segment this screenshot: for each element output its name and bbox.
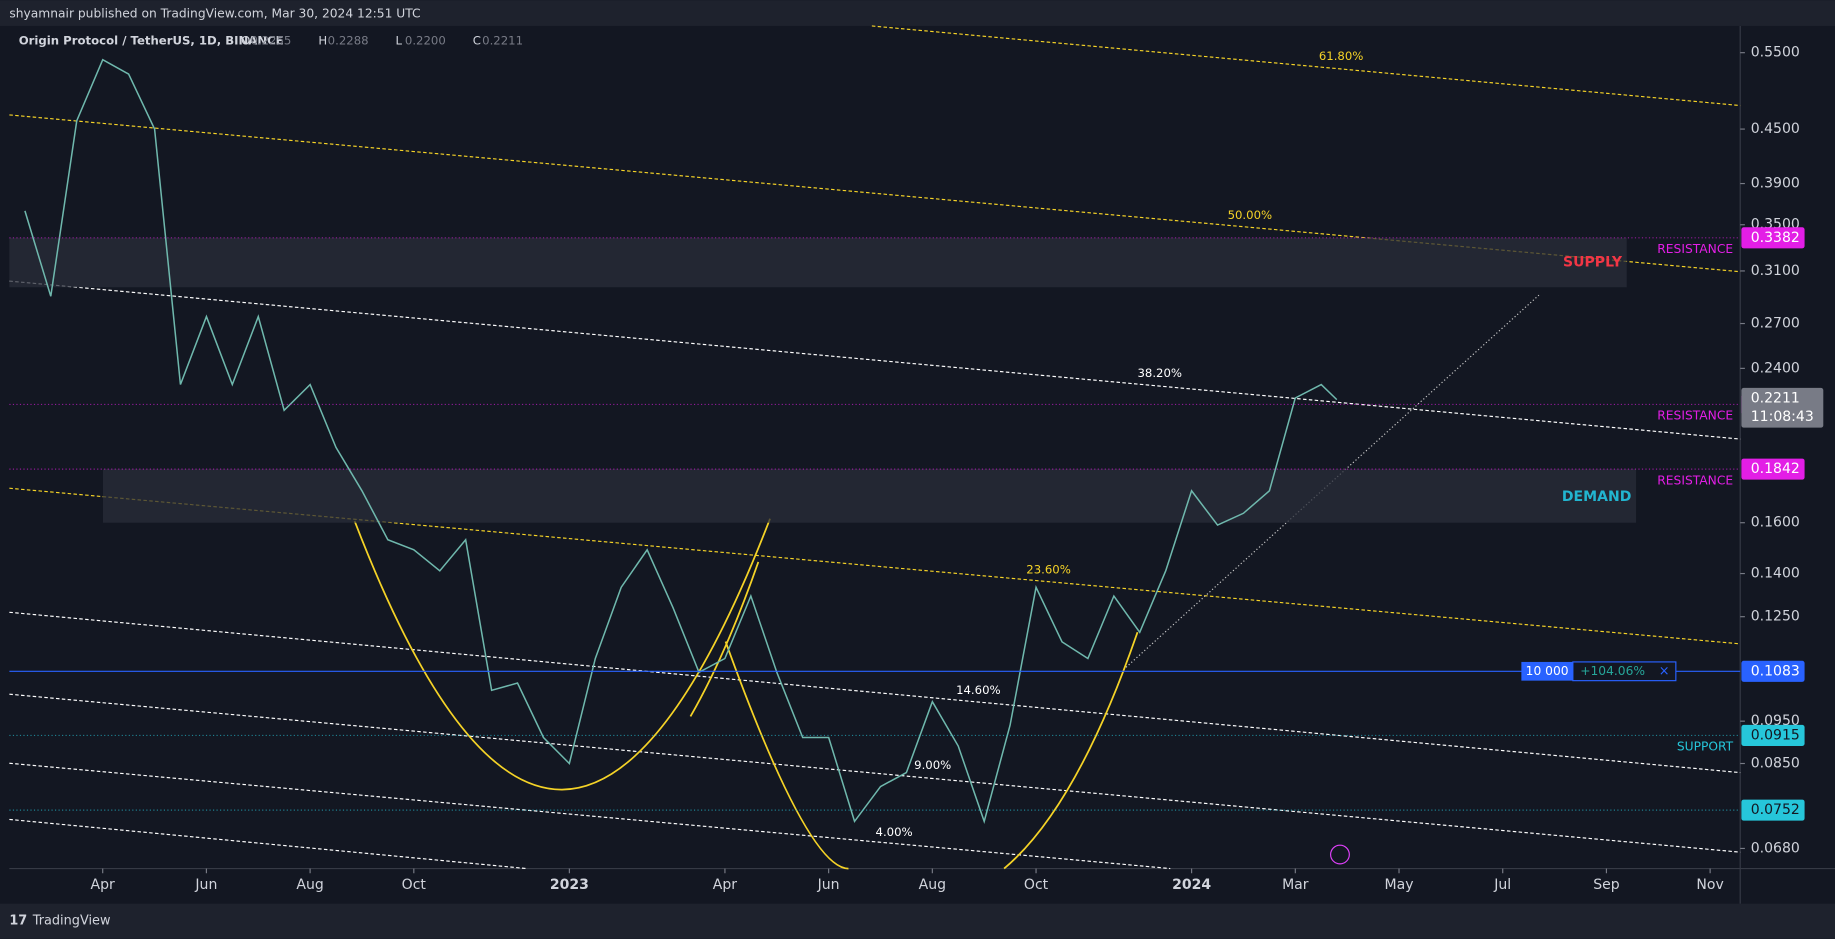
zone-label: DEMAND (1562, 489, 1631, 505)
position-close: × (1659, 664, 1670, 679)
x-tick-label: May (1385, 877, 1414, 893)
level-box (1741, 458, 1805, 480)
y-tick-label: 0.1600 (1751, 515, 1800, 531)
zone (9, 237, 1627, 288)
x-tick-label: Oct (1024, 877, 1049, 893)
level-box (1741, 799, 1805, 821)
zone-label: SUPPLY (1563, 255, 1623, 271)
level-label: 0.3382 (1751, 230, 1800, 246)
level-label: RESISTANCE (1657, 409, 1733, 423)
fib-line (9, 280, 1741, 440)
level-box (1741, 724, 1805, 746)
y-tick-label: 0.4500 (1751, 121, 1800, 137)
y-tick-label: 0.0850 (1751, 756, 1800, 772)
cup-curve (353, 518, 771, 791)
countdown: 11:08:43 (1751, 409, 1814, 425)
fib-line (9, 818, 527, 870)
fib-label: 23.60% (1026, 563, 1071, 577)
level-label: 0.1842 (1751, 461, 1800, 477)
x-tick-label: Nov (1696, 877, 1723, 893)
price-line (24, 58, 1338, 824)
alert-icon[interactable] (1330, 844, 1350, 865)
ohlc-name: O (241, 34, 250, 48)
fib-line (9, 762, 1171, 870)
last-price-box (1741, 387, 1824, 428)
x-tick-label: Jun (817, 877, 840, 893)
ohlc-name: L (396, 34, 403, 48)
y-tick-label: 0.3100 (1751, 263, 1800, 279)
drawings (9, 25, 1741, 870)
fib-line (871, 25, 1741, 107)
fib-label: 50.00% (1228, 208, 1273, 222)
cup-curve (1003, 631, 1139, 870)
x-tick-label: Aug (919, 877, 946, 893)
y-tick-label: 0.1250 (1751, 609, 1800, 625)
y-tick-label: 0.1400 (1751, 566, 1800, 582)
position-pnl: +104.06% (1580, 664, 1645, 678)
level-label: RESISTANCE (1657, 242, 1733, 256)
y-tick-label: 0.5500 (1751, 45, 1800, 61)
ohlc-name: H (318, 34, 327, 48)
level-label: 0.0752 (1751, 802, 1800, 818)
x-tick-label: Jun (194, 877, 217, 893)
publisher: shyamnair published on TradingView.com, … (9, 7, 420, 21)
footer-logo: 17 (9, 914, 27, 929)
y-tick-label: 0.2400 (1751, 360, 1800, 376)
ohlc-value: 0.2288 (328, 34, 369, 48)
fib-label: 61.80% (1319, 49, 1364, 63)
level-label: 0.0915 (1751, 727, 1800, 743)
ohlc-value: 0.2255 (250, 34, 291, 48)
fib-label: 4.00% (876, 825, 913, 839)
last-price-label: 0.2211 (1751, 390, 1800, 406)
ohlc-value: 0.2200 (405, 34, 446, 48)
y-tick-label: 0.3900 (1751, 176, 1800, 192)
fib-line (9, 611, 1741, 774)
position-qty: 10 000 (1526, 664, 1569, 678)
fib-label: 14.60% (956, 683, 1001, 697)
zone (102, 469, 1637, 523)
cup-curve (724, 641, 849, 870)
x-tick-label: Apr (91, 877, 116, 893)
x-tick-label: Apr (713, 877, 738, 893)
footer-brand: TradingView (32, 914, 111, 929)
position-qty-box (1521, 661, 1573, 681)
x-tick-label: 2024 (1172, 877, 1211, 893)
cup-curve (689, 561, 760, 717)
ohlc-name: C (473, 34, 481, 48)
chart-title: Origin Protocol / TetherUS, 1D, BINANCE (19, 34, 284, 48)
x-tick-label: Mar (1282, 877, 1309, 893)
x-tick-label: Oct (402, 877, 427, 893)
footer-bar (0, 903, 1835, 939)
level-box (1741, 227, 1805, 249)
position-pnl-box (1572, 661, 1677, 682)
ohlc-value: 0.2211 (482, 34, 523, 48)
y-tick-label: 0.0680 (1751, 840, 1800, 856)
position-box (1741, 660, 1805, 682)
x-tick-label: Aug (296, 877, 323, 893)
fib-label: 38.20% (1137, 366, 1182, 380)
y-tick-label: 0.2700 (1751, 316, 1800, 332)
x-tick-label: Jul (1493, 877, 1511, 893)
fib-line (9, 693, 1741, 853)
fib-label: 9.00% (914, 758, 951, 772)
level-label: SUPPORT (1677, 740, 1734, 754)
header-bar (0, 0, 1835, 26)
x-tick-label: 2023 (550, 877, 589, 893)
x-tick-label: Sep (1593, 877, 1620, 893)
level-label: RESISTANCE (1657, 473, 1733, 487)
position-label: 0.1083 (1751, 663, 1800, 679)
